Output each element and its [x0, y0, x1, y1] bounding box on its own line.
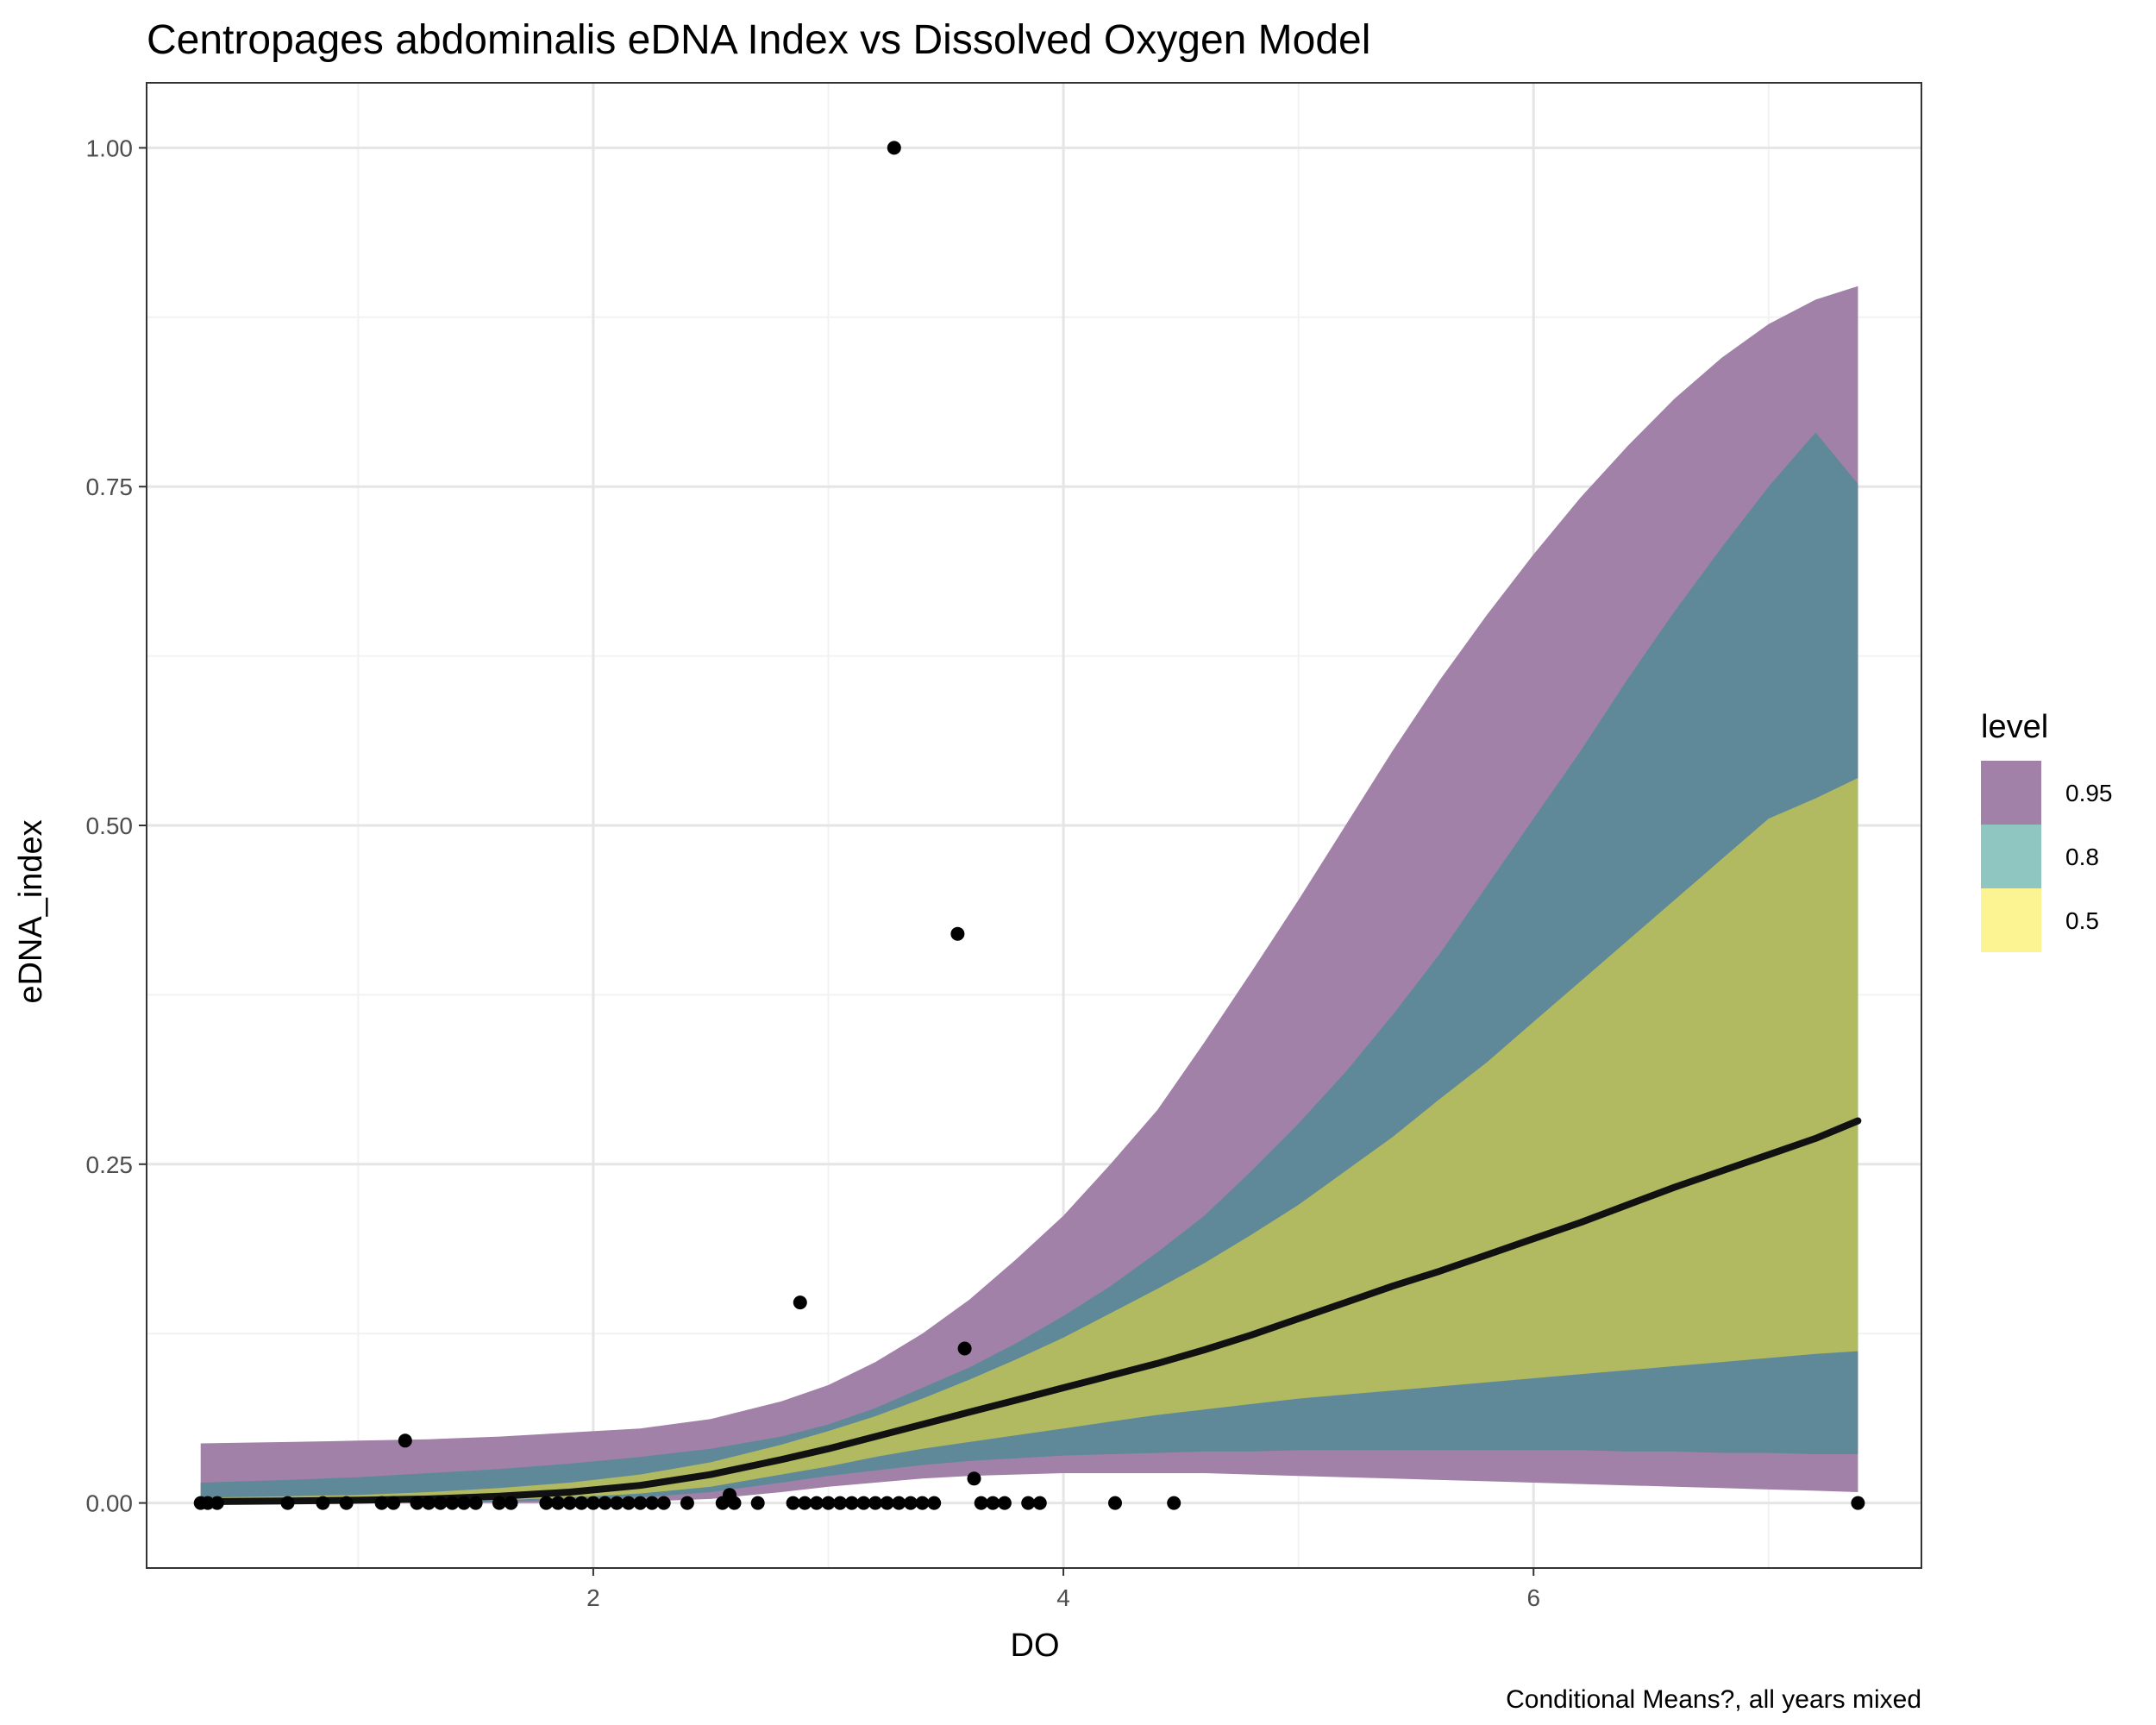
caption: Conditional Means?, all years mixed: [1506, 1685, 1921, 1714]
data-point: [727, 1496, 742, 1510]
data-point: [316, 1496, 330, 1510]
data-point: [562, 1496, 577, 1510]
legend-label: 0.5: [2065, 907, 2099, 934]
legend-key: [1981, 761, 2041, 825]
data-point: [645, 1496, 660, 1510]
data-point: [468, 1496, 483, 1510]
legend-key: [1981, 888, 2041, 952]
data-point: [1167, 1496, 1181, 1510]
data-point: [892, 1496, 906, 1510]
legend-label: 0.8: [2065, 844, 2099, 870]
data-point: [821, 1496, 836, 1510]
data-point: [997, 1496, 1012, 1510]
data-point: [410, 1496, 424, 1510]
x-tick-label: 4: [1056, 1584, 1070, 1611]
x-tick-label: 2: [586, 1584, 600, 1611]
data-point: [504, 1496, 518, 1510]
data-point: [856, 1496, 871, 1510]
data-point: [833, 1496, 848, 1510]
data-point: [680, 1496, 694, 1510]
data-point: [809, 1496, 824, 1510]
y-tick-label: 0.50: [86, 812, 134, 839]
data-point: [574, 1496, 589, 1510]
data-point: [798, 1496, 812, 1510]
data-point: [210, 1496, 224, 1510]
data-point: [967, 1471, 981, 1486]
data-point: [398, 1433, 412, 1448]
data-point: [374, 1496, 389, 1510]
data-point: [492, 1496, 506, 1510]
data-point: [280, 1496, 295, 1510]
x-tick-label: 6: [1526, 1584, 1540, 1611]
data-point: [598, 1496, 612, 1510]
y-axis-title: eDNA_index: [13, 819, 49, 1003]
data-point: [1851, 1496, 1865, 1510]
data-point: [974, 1496, 988, 1510]
data-point: [844, 1496, 859, 1510]
legend-key: [1981, 825, 2041, 888]
data-point: [433, 1496, 448, 1510]
data-point: [386, 1496, 401, 1510]
data-point: [957, 1341, 972, 1356]
data-point: [887, 141, 901, 155]
y-tick-label: 0.00: [86, 1490, 134, 1517]
data-point: [339, 1496, 354, 1510]
legend-title: level: [1981, 709, 2048, 745]
data-point: [750, 1496, 765, 1510]
x-axis-title: DO: [1011, 1628, 1060, 1664]
data-point: [915, 1496, 930, 1510]
legend: level 0.95 0.8 0.5: [1981, 709, 2113, 952]
data-point: [551, 1496, 565, 1510]
data-point: [586, 1496, 600, 1510]
data-point: [633, 1496, 648, 1510]
mean-line: [197, 1117, 1862, 1505]
band-0.5: [200, 778, 1858, 1503]
data-point: [445, 1496, 460, 1510]
y-tick-label: 0.25: [86, 1151, 134, 1178]
legend-label: 0.95: [2065, 780, 2113, 806]
y-tick-label: 0.75: [86, 474, 134, 500]
data-point: [868, 1496, 882, 1510]
data-point: [539, 1496, 554, 1510]
data-point: [786, 1496, 800, 1510]
data-point: [610, 1496, 624, 1510]
data-point: [1108, 1496, 1122, 1510]
data-point: [986, 1496, 1000, 1510]
data-point: [903, 1496, 918, 1510]
data-point: [1021, 1496, 1036, 1510]
data-point: [457, 1496, 471, 1510]
y-tick-label: 1.00: [86, 135, 134, 161]
data-point: [927, 1496, 942, 1510]
chart-title: Centropages abdominalis eDNA Index vs Di…: [147, 17, 1370, 63]
data-point: [1032, 1496, 1047, 1510]
data-point: [793, 1295, 807, 1310]
data-point: [656, 1496, 671, 1510]
data-point: [950, 926, 965, 941]
data-point: [880, 1496, 894, 1510]
plot-area: 0.00 0.25 0.50 0.75 1.00 2 4 6: [86, 82, 1922, 1611]
data-point: [422, 1496, 436, 1510]
data-point: [621, 1496, 636, 1510]
